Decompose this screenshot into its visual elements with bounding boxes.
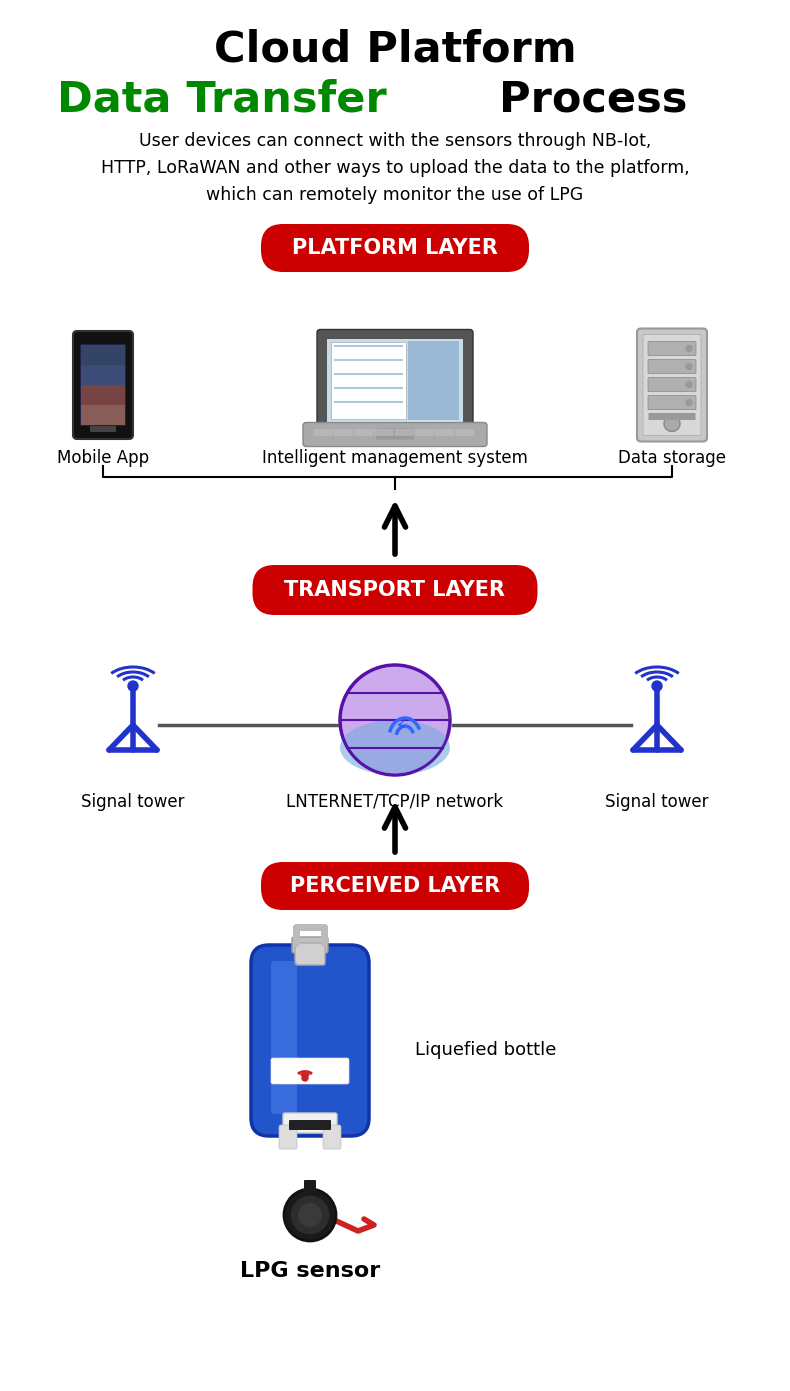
FancyBboxPatch shape — [415, 428, 434, 435]
Text: Process: Process — [484, 79, 687, 121]
Text: LPG sensor: LPG sensor — [240, 1262, 380, 1281]
FancyBboxPatch shape — [331, 342, 406, 419]
Text: User devices can connect with the sensors through NB-Iot,
HTTP, LoRaWAN and othe: User devices can connect with the sensor… — [100, 132, 690, 204]
FancyBboxPatch shape — [81, 345, 125, 364]
FancyBboxPatch shape — [394, 428, 414, 435]
FancyBboxPatch shape — [251, 944, 369, 1136]
FancyBboxPatch shape — [81, 405, 125, 426]
Text: TRANSPORT LAYER: TRANSPORT LAYER — [284, 580, 506, 600]
Circle shape — [686, 399, 692, 406]
FancyBboxPatch shape — [81, 385, 125, 405]
FancyBboxPatch shape — [648, 377, 696, 391]
FancyBboxPatch shape — [455, 428, 475, 435]
Circle shape — [686, 381, 692, 388]
FancyBboxPatch shape — [279, 1125, 297, 1149]
Ellipse shape — [340, 721, 450, 775]
FancyBboxPatch shape — [648, 342, 696, 356]
FancyBboxPatch shape — [323, 1125, 341, 1149]
Circle shape — [686, 363, 692, 370]
FancyBboxPatch shape — [73, 331, 133, 440]
Text: ⚡: ⚡ — [395, 719, 408, 737]
Text: Signal tower: Signal tower — [605, 793, 709, 811]
FancyBboxPatch shape — [649, 413, 695, 420]
FancyBboxPatch shape — [333, 428, 353, 435]
Text: Cloud Platform: Cloud Platform — [213, 29, 577, 71]
Circle shape — [686, 345, 692, 352]
FancyBboxPatch shape — [90, 426, 116, 433]
FancyBboxPatch shape — [271, 1059, 349, 1084]
Text: Intelligent management system: Intelligent management system — [262, 449, 528, 467]
FancyBboxPatch shape — [304, 1180, 316, 1192]
Circle shape — [128, 682, 138, 691]
FancyBboxPatch shape — [374, 428, 393, 435]
Circle shape — [664, 416, 680, 431]
FancyBboxPatch shape — [283, 1113, 337, 1134]
FancyBboxPatch shape — [648, 359, 696, 374]
Text: Liquefied bottle: Liquefied bottle — [415, 1040, 556, 1059]
Circle shape — [340, 665, 450, 775]
Text: Data storage: Data storage — [618, 449, 726, 467]
Text: LNTERNET/TCP/IP network: LNTERNET/TCP/IP network — [287, 793, 503, 811]
Text: PLATFORM LAYER: PLATFORM LAYER — [292, 238, 498, 257]
FancyBboxPatch shape — [93, 337, 113, 344]
FancyBboxPatch shape — [271, 961, 297, 1114]
Circle shape — [290, 1195, 330, 1235]
Circle shape — [298, 1203, 322, 1227]
FancyBboxPatch shape — [261, 862, 529, 910]
FancyBboxPatch shape — [295, 943, 325, 965]
Circle shape — [302, 1075, 308, 1081]
Text: Data Transfer: Data Transfer — [57, 79, 387, 121]
FancyBboxPatch shape — [289, 1120, 331, 1129]
Text: PERCEIVED LAYER: PERCEIVED LAYER — [290, 876, 500, 896]
FancyBboxPatch shape — [314, 428, 333, 435]
FancyBboxPatch shape — [327, 338, 463, 421]
FancyBboxPatch shape — [648, 395, 696, 409]
FancyBboxPatch shape — [292, 938, 328, 953]
Text: Signal tower: Signal tower — [81, 793, 185, 811]
FancyBboxPatch shape — [643, 334, 701, 435]
Text: Mobile App: Mobile App — [57, 449, 149, 467]
FancyBboxPatch shape — [81, 364, 125, 385]
FancyBboxPatch shape — [637, 328, 707, 441]
FancyBboxPatch shape — [317, 330, 473, 430]
FancyBboxPatch shape — [408, 341, 459, 420]
FancyBboxPatch shape — [376, 428, 414, 440]
FancyBboxPatch shape — [303, 423, 487, 447]
Circle shape — [284, 1189, 336, 1241]
FancyBboxPatch shape — [253, 565, 537, 615]
FancyBboxPatch shape — [354, 428, 373, 435]
FancyBboxPatch shape — [435, 428, 454, 435]
Circle shape — [652, 682, 662, 691]
FancyBboxPatch shape — [80, 344, 126, 426]
FancyBboxPatch shape — [261, 224, 529, 273]
